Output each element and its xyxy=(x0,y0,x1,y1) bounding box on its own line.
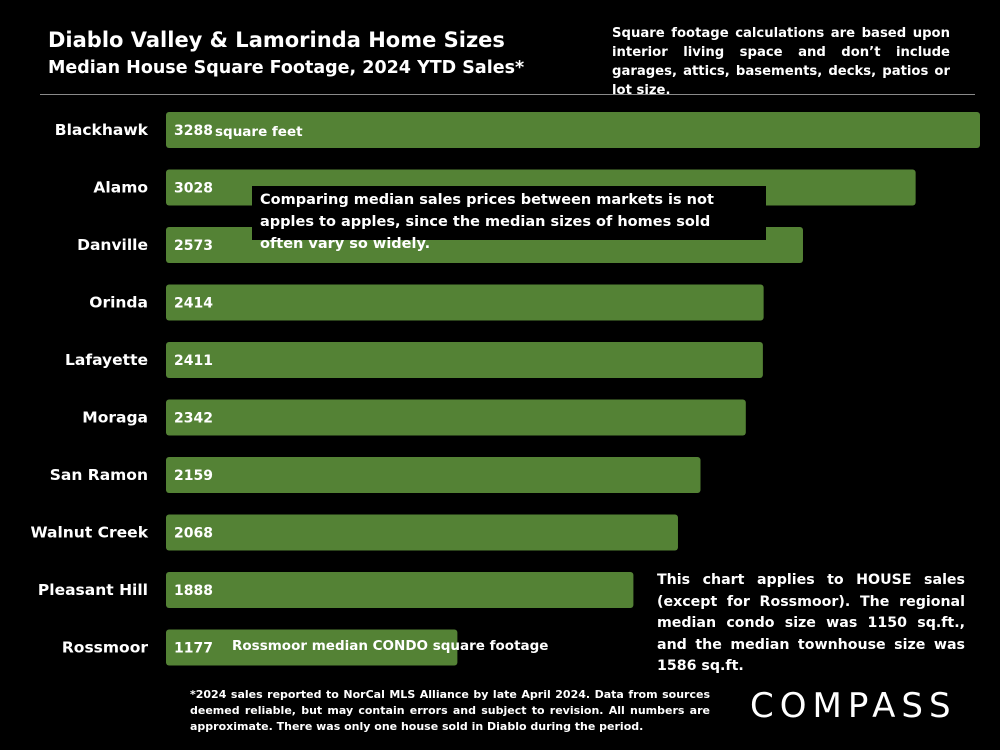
unit-label: square feet xyxy=(215,124,303,140)
category-label: Blackhawk xyxy=(55,121,149,139)
compass-logo: COMPASS xyxy=(750,686,957,726)
value-label: 2411 xyxy=(174,353,213,369)
header-divider xyxy=(40,94,975,95)
value-label: 3288 xyxy=(174,123,213,139)
bar-pleasant-hill xyxy=(166,572,634,608)
value-label: 2068 xyxy=(174,526,213,542)
category-label: Rossmoor xyxy=(62,639,148,657)
value-label: 3028 xyxy=(174,181,213,197)
footnote: *2024 sales reported to NorCal MLS Allia… xyxy=(190,688,710,733)
category-label: Moraga xyxy=(82,409,148,427)
value-label: 2342 xyxy=(174,411,213,427)
bar-moraga xyxy=(166,399,746,436)
bar-rossmoor xyxy=(166,629,458,666)
bar-orinda xyxy=(166,284,764,321)
bar-walnut-creek xyxy=(166,514,678,551)
value-label: 2573 xyxy=(174,238,213,254)
bar-blackhawk xyxy=(166,112,980,148)
house-sales-note: This chart applies to HOUSE sales (excep… xyxy=(657,572,965,674)
category-label: Pleasant Hill xyxy=(38,581,148,599)
category-label: Walnut Creek xyxy=(30,524,148,542)
comparison-callout: Comparing median sales prices between ma… xyxy=(252,186,766,252)
chart-subtitle: Median House Square Footage, 2024 YTD Sa… xyxy=(48,58,525,78)
category-label: Danville xyxy=(77,236,148,254)
bar-lafayette xyxy=(166,342,763,378)
value-label: 2159 xyxy=(174,468,213,484)
value-label: 1888 xyxy=(174,583,213,599)
condo-annotation: Rossmoor median CONDO square footage xyxy=(232,638,549,654)
value-label: 1177 xyxy=(174,641,213,657)
chart-title: Diablo Valley & Lamorinda Home Sizes xyxy=(48,28,505,52)
category-label: Lafayette xyxy=(65,351,148,369)
bar-san-ramon xyxy=(166,457,701,493)
category-label: San Ramon xyxy=(50,466,148,484)
category-label: Orinda xyxy=(89,294,148,312)
category-label: Alamo xyxy=(93,179,148,197)
value-label: 2414 xyxy=(174,296,213,312)
